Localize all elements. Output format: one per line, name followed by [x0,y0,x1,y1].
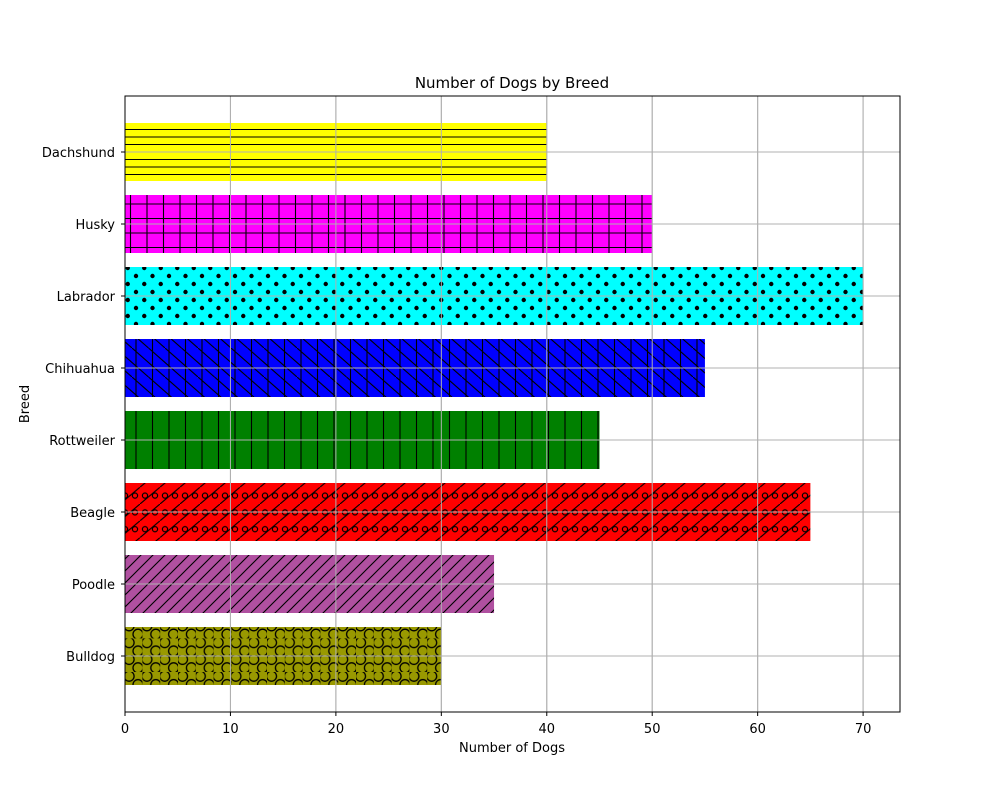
y-tick-label: Rottweiler [49,434,115,449]
y-tick-label: Poodle [72,578,115,593]
y-tick-label: Beagle [70,506,115,521]
x-tick-label: 0 [121,722,129,737]
grid-layer [124,96,900,712]
x-tick-label: 10 [222,722,239,737]
x-tick-label: 20 [328,722,345,737]
y-axis-title: Breed [18,385,33,423]
x-axis-title: Number of Dogs [459,741,565,756]
x-ticks: 0 10 20 30 40 50 60 70 [121,712,872,737]
chart-title: Number of Dogs by Breed [415,74,609,92]
y-tick-label: Chihuahua [45,362,115,377]
y-tick-label: Dachshund [42,146,115,161]
x-tick-label: 40 [538,722,555,737]
y-tick-label: Bulldog [66,650,115,665]
plot-frame [124,95,901,713]
y-ticks: Bulldog Poodle Beagle Rottweiler Chihuahua La… [42,146,125,665]
x-tick-label: 70 [855,722,872,737]
x-tick-label: 50 [644,722,661,737]
bars-layer [124,96,900,712]
y-tick-label: Labrador [57,290,116,305]
x-tick-label: 60 [749,722,766,737]
x-tick-label: 30 [433,722,450,737]
y-tick-label: Husky [75,218,115,233]
